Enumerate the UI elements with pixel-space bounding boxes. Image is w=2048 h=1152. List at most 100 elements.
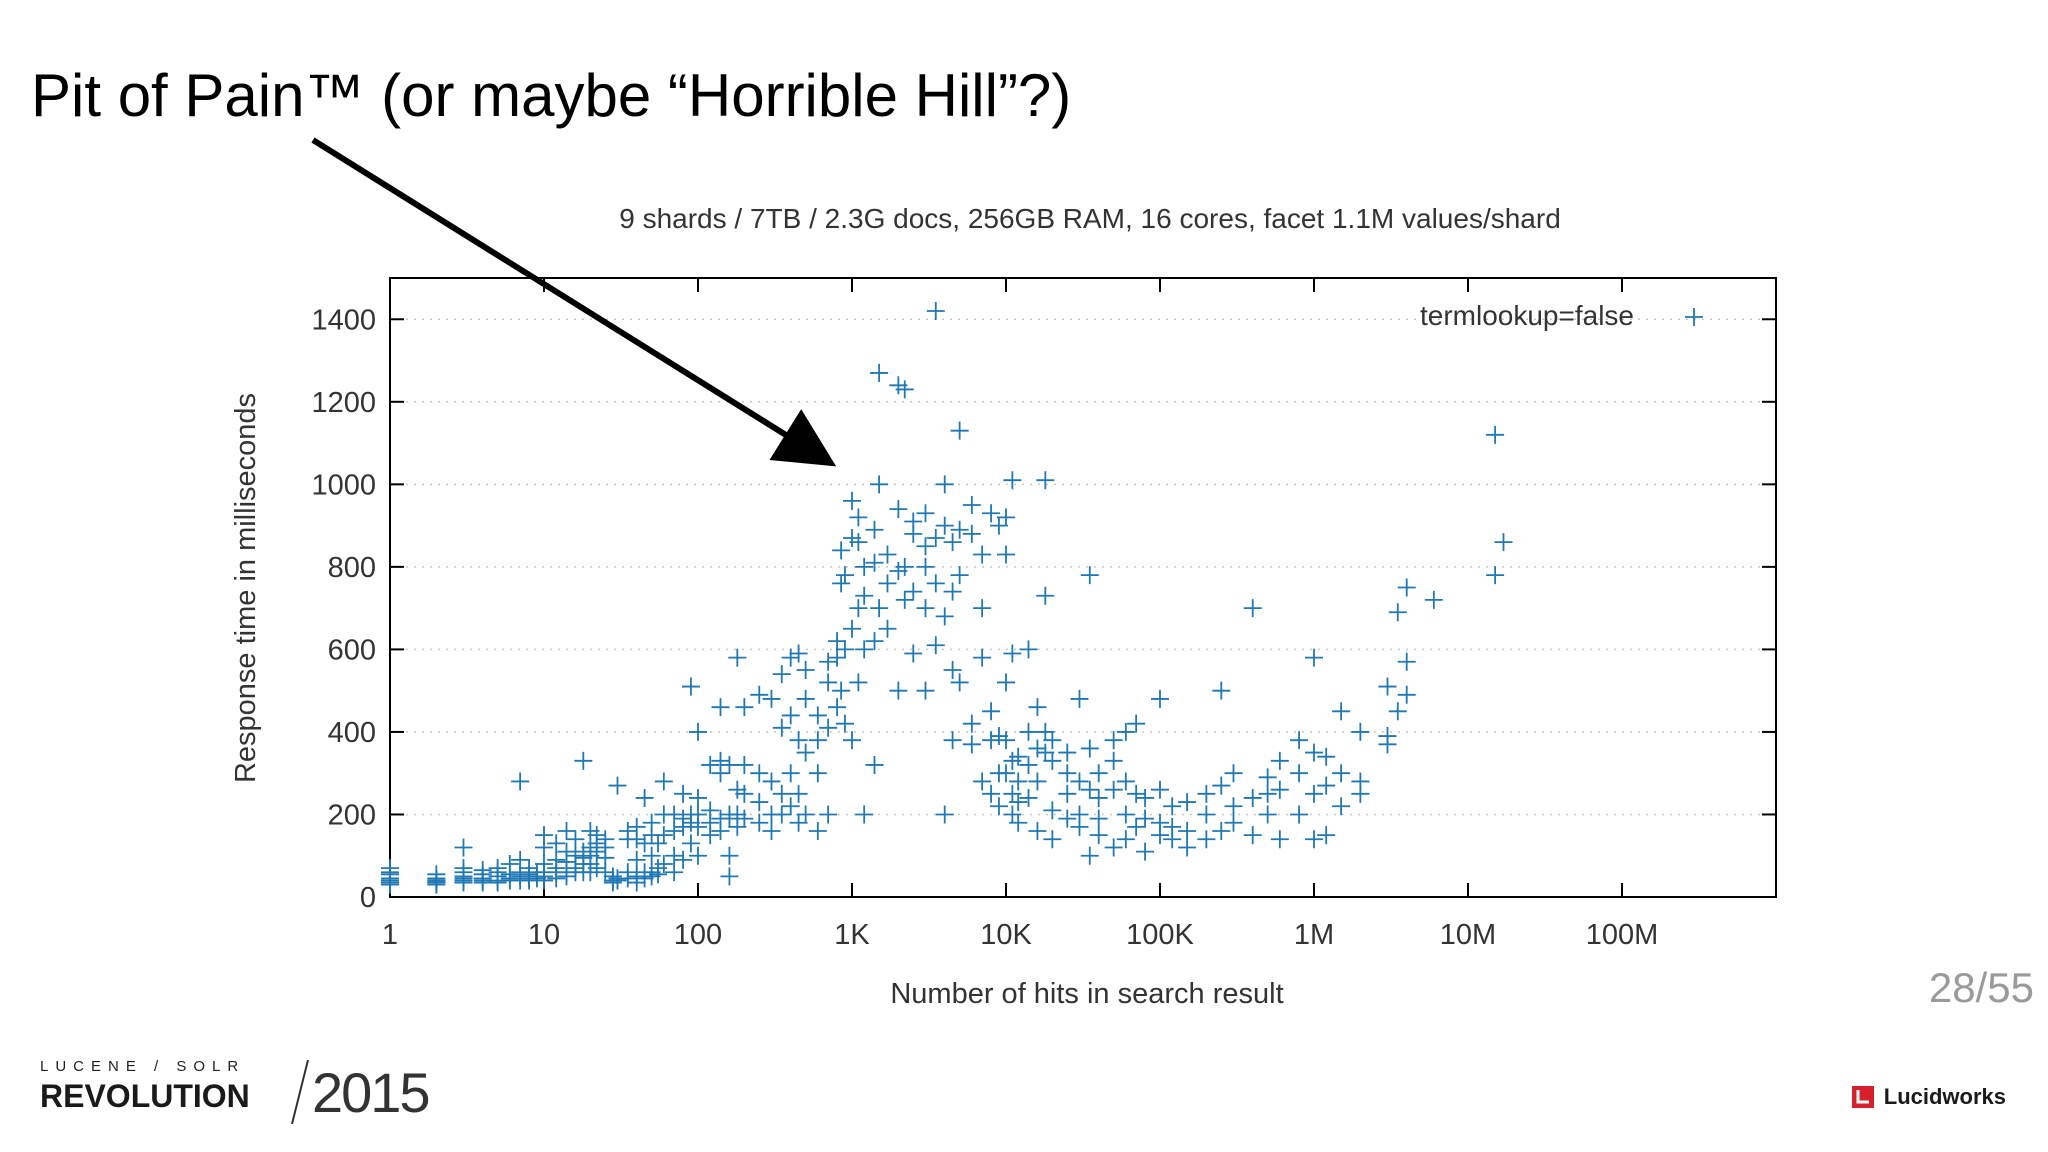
data-point [1305,743,1323,762]
data-point [982,504,1001,523]
data-point [1036,743,1055,762]
x-tick-label: 100M [1586,919,1659,951]
data-point [511,772,530,791]
data-point [819,805,838,824]
data-point [1043,751,1062,770]
data-point [849,533,868,552]
data-point [796,743,815,762]
data-point [1378,677,1397,696]
data-point [772,718,791,737]
data-point [796,661,815,680]
data-point [843,619,861,638]
data-point [1163,830,1182,849]
data-point [1317,826,1336,845]
data-point [454,867,473,886]
legend-marker [1685,308,1703,326]
data-point [1305,830,1323,849]
logo-slash-icon [291,1059,309,1125]
data-point [962,524,981,543]
data-point [596,830,615,849]
data-point [1305,784,1323,803]
x-tick-label: 100K [1126,919,1194,951]
data-point [935,475,954,494]
data-point [574,751,593,770]
data-point [943,582,962,601]
data-point [962,735,981,754]
data-point [1089,788,1108,807]
data-point [642,846,661,865]
data-point [855,557,874,576]
data-point [1009,747,1028,766]
data-point [511,850,530,869]
data-point [1197,784,1216,803]
data-point [997,764,1015,783]
x-tick-label: 10 [528,919,560,951]
data-point [1136,788,1155,807]
data-point [843,731,861,750]
data-point [1486,425,1505,444]
data-point [855,586,874,605]
plot-frame [389,277,1777,898]
legend: termlookup=false [1420,300,1703,331]
data-point [1116,722,1135,741]
x-tick-label: 10K [980,919,1032,951]
data-point [627,817,646,836]
x-tick-labels: 1 10 100 1K 10K 100K 1M 10M 100M [382,919,1658,951]
data-point [849,673,868,692]
data-point [1043,731,1062,750]
data-point [950,566,969,585]
data-point [916,557,935,576]
data-point [789,644,808,663]
data-point [973,772,992,791]
data-point [781,764,800,783]
data-point [1019,722,1038,741]
data-point [865,632,884,651]
data-point [916,504,935,523]
data-point [796,689,815,708]
data-point [1127,784,1146,803]
data-point [904,644,923,663]
data-point [1212,776,1231,795]
data-point [943,731,962,750]
data-point [728,648,747,667]
data-point [547,834,566,853]
data-point [808,706,827,725]
data-point [1028,698,1047,717]
data-point [1332,764,1351,783]
y-tick-label: 600 [328,634,376,666]
data-point [1243,826,1262,845]
data-point [381,863,399,882]
y-tick-labels: 0 200 400 600 800 1000 1200 1400 [311,304,376,914]
axis-ticks [389,278,1776,898]
data-point [870,363,889,382]
data-point [1397,578,1416,597]
x-tick-label: 100 [674,919,722,951]
data-point [1116,772,1135,791]
event-name-text: REVOLUTION [40,1078,250,1114]
y-tick-label: 1400 [311,304,376,336]
data-point [808,821,827,840]
data-point [1036,586,1055,605]
data-point [772,784,791,803]
data-point [989,516,1008,535]
data-point [1212,821,1231,840]
data-point [895,557,914,576]
data-point [926,574,945,593]
data-point [1243,788,1262,807]
data-point [711,751,730,770]
data-point [1290,731,1309,750]
data-point [943,661,962,680]
data-point [1043,801,1062,820]
data-point [1136,809,1155,828]
data-point [1424,590,1443,609]
brand-logo: Lucidworks [1850,1082,2006,1112]
data-point [835,714,854,733]
data-point [689,788,707,807]
annotation-arrow [311,137,837,467]
data-point [1270,780,1289,799]
event-logo: LUCENE / SOLR REVOLUTION 2015 [40,1058,431,1128]
data-point [781,797,800,816]
lucidworks-logo-icon [1851,1086,1874,1108]
data-point [1028,739,1047,758]
data-point [535,871,553,890]
